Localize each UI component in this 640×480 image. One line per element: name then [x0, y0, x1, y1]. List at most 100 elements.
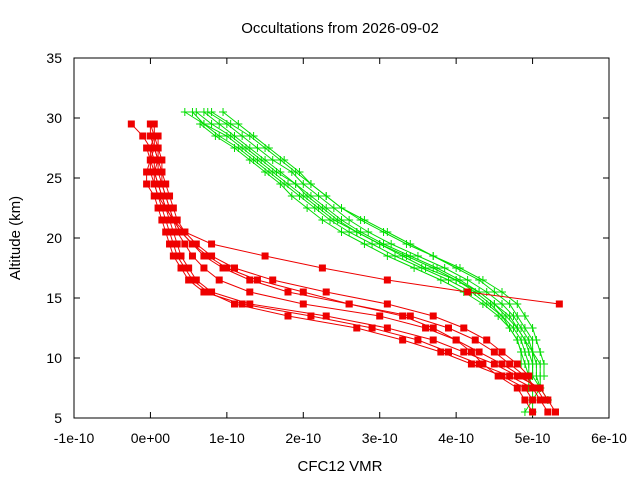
series-green-7	[199, 108, 537, 380]
data-point	[169, 228, 177, 236]
data-point	[460, 348, 468, 356]
data-point	[387, 240, 396, 248]
data-point	[318, 264, 326, 272]
data-point	[475, 360, 483, 368]
data-point	[280, 156, 289, 164]
data-point	[219, 264, 227, 272]
data-point	[540, 360, 549, 368]
data-point	[246, 288, 254, 296]
x-tick-label: 4e-10	[438, 430, 474, 446]
data-point	[513, 360, 521, 368]
data-point	[322, 204, 331, 212]
data-point	[337, 204, 346, 212]
data-point	[345, 228, 354, 236]
data-point	[261, 156, 270, 164]
data-point	[166, 240, 174, 248]
data-point	[402, 240, 411, 248]
x-tick-label: 5e-10	[515, 430, 551, 446]
data-point	[169, 204, 177, 212]
data-point	[291, 180, 300, 188]
x-tick-label: 6e-10	[591, 430, 627, 446]
data-point	[383, 276, 391, 284]
data-point	[158, 216, 166, 224]
data-point	[234, 120, 243, 128]
data-point	[127, 120, 135, 128]
data-point	[345, 300, 353, 308]
data-point	[181, 240, 189, 248]
data-point	[146, 120, 154, 128]
data-point	[249, 132, 258, 140]
data-point	[505, 300, 514, 308]
data-point	[306, 180, 315, 188]
data-point	[181, 264, 189, 272]
series-line	[195, 111, 522, 364]
data-point	[452, 336, 460, 344]
data-point	[414, 336, 422, 344]
data-point	[284, 288, 292, 296]
data-point	[528, 324, 537, 332]
data-point	[322, 192, 331, 200]
plot-series	[127, 108, 563, 416]
data-point	[192, 276, 200, 284]
data-point	[154, 132, 162, 140]
data-point	[143, 144, 151, 152]
data-point	[360, 240, 369, 248]
data-point	[261, 168, 270, 176]
data-point	[383, 324, 391, 332]
data-point	[245, 144, 254, 152]
data-point	[146, 132, 154, 140]
axis-ticks: -1e-10 0e+00 1e-10 2e-10 3e-10 4e-10 5e-10 6e-1…	[46, 50, 627, 446]
y-tick-label: 25	[46, 170, 62, 186]
data-point	[521, 384, 529, 392]
data-point	[180, 108, 189, 116]
data-point	[208, 252, 216, 260]
data-point	[231, 264, 238, 272]
data-point	[555, 300, 563, 308]
data-point	[406, 252, 415, 260]
data-point	[139, 132, 147, 140]
data-point	[368, 240, 377, 248]
y-tick-label: 35	[46, 50, 62, 66]
data-point	[173, 216, 181, 224]
data-point	[215, 276, 223, 284]
data-point	[532, 384, 540, 392]
data-point	[440, 264, 449, 272]
data-point	[200, 264, 208, 272]
data-point	[150, 132, 158, 140]
data-point	[509, 312, 518, 320]
y-tick-label: 5	[54, 410, 62, 426]
x-tick-label: -1e-10	[54, 430, 95, 446]
data-point	[379, 228, 388, 236]
y-axis-title: Altitude (km)	[7, 196, 24, 280]
data-point	[467, 360, 475, 368]
data-point	[295, 192, 304, 200]
data-point	[154, 180, 162, 188]
data-point	[166, 204, 174, 212]
data-point	[356, 216, 365, 224]
data-point	[154, 168, 162, 176]
series-red-15	[146, 120, 563, 308]
data-point	[276, 180, 285, 188]
data-point	[498, 300, 506, 308]
data-point	[524, 348, 533, 356]
data-point	[529, 384, 537, 392]
data-point	[368, 324, 376, 332]
data-point	[475, 288, 484, 296]
data-point	[307, 312, 315, 320]
data-point	[445, 324, 452, 332]
data-point	[154, 192, 162, 200]
data-point	[166, 216, 174, 224]
data-point	[143, 168, 151, 176]
data-point	[540, 372, 549, 380]
data-point	[185, 276, 193, 284]
data-point	[376, 312, 384, 320]
data-point	[525, 372, 533, 380]
data-point	[173, 228, 181, 236]
data-point	[162, 192, 170, 200]
data-point	[238, 132, 247, 140]
data-point	[192, 108, 201, 116]
data-point	[162, 180, 170, 188]
data-point	[154, 156, 162, 164]
data-point	[429, 252, 438, 260]
data-point	[364, 228, 373, 236]
